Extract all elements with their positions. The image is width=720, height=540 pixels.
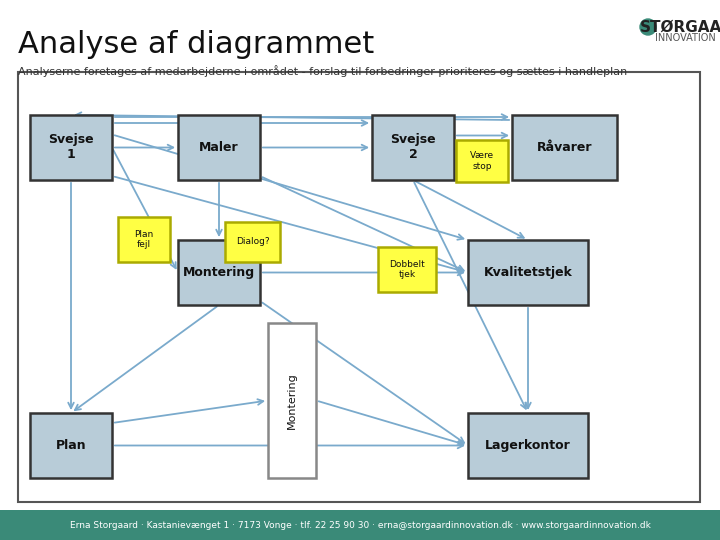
Text: Råvarer: Råvarer <box>536 141 593 154</box>
Bar <box>372 115 454 180</box>
Bar <box>18 72 700 502</box>
Bar <box>378 247 436 292</box>
Bar <box>456 140 508 182</box>
Text: INNOVATION: INNOVATION <box>655 33 716 43</box>
Text: Montering: Montering <box>183 266 255 279</box>
Text: Maler: Maler <box>199 141 239 154</box>
Bar <box>30 115 112 180</box>
Bar <box>0 510 720 540</box>
Circle shape <box>640 19 656 35</box>
Text: Plan
fejl: Plan fejl <box>135 230 153 249</box>
Text: Kvalitetstjek: Kvalitetstjek <box>484 266 572 279</box>
Bar <box>225 222 280 262</box>
Bar <box>178 115 260 180</box>
Text: Plan: Plan <box>55 439 86 452</box>
Text: Erna Storgaard · Kastanievænget 1 · 7173 Vonge · tlf. 22 25 90 30 · erna@storgaa: Erna Storgaard · Kastanievænget 1 · 7173… <box>70 521 650 530</box>
Text: Dobbelt
tjek: Dobbelt tjek <box>389 260 425 279</box>
Text: Svejse
2: Svejse 2 <box>390 133 436 161</box>
Text: Dialog?: Dialog? <box>235 238 269 246</box>
Text: Svejse
1: Svejse 1 <box>48 133 94 161</box>
Bar <box>268 323 316 478</box>
Text: STØRGAARD: STØRGAARD <box>640 20 720 35</box>
Bar <box>468 413 588 478</box>
Text: Montering: Montering <box>287 372 297 429</box>
Bar <box>468 240 588 305</box>
Text: Lagerkontor: Lagerkontor <box>485 439 571 452</box>
Bar <box>512 115 617 180</box>
Bar <box>118 217 170 262</box>
Text: Analyserne foretages af medarbejderne i området - forslag til forbedringer prior: Analyserne foretages af medarbejderne i … <box>18 65 627 77</box>
Text: Være
stop: Være stop <box>470 151 494 171</box>
Text: Analyse af diagrammet: Analyse af diagrammet <box>18 30 374 59</box>
Bar <box>178 240 260 305</box>
Bar <box>30 413 112 478</box>
